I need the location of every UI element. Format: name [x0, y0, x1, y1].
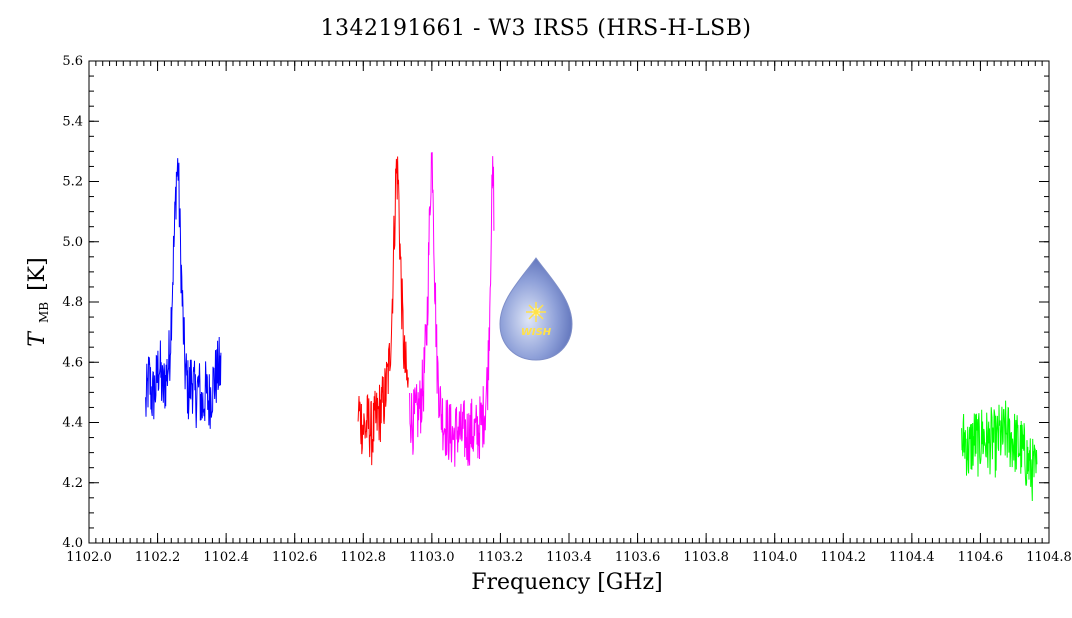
- svg-text:T MB [K]: T MB [K]: [25, 257, 54, 346]
- y-tick-label: 4.8: [62, 295, 83, 310]
- y-tick-label: 5.6: [62, 54, 83, 69]
- x-tick-label: 1104.2: [821, 550, 867, 565]
- y-tick-label: 5.2: [62, 175, 83, 190]
- logo-wordmark: WISH: [521, 327, 552, 338]
- axis-tick-labels: 1102.0 1102.2 1102.4 1102.6 1102.8 1103.0 1103…: [62, 54, 1071, 565]
- x-tick-label: 1104.0: [752, 550, 798, 565]
- y-tick-label: 4.2: [62, 476, 83, 491]
- series-4-line: [961, 400, 1038, 502]
- plot-frame: [88, 60, 1050, 544]
- x-tick-label: 1103.0: [409, 550, 455, 565]
- y-tick-label: 4.4: [62, 416, 83, 431]
- y-axis-symbol: T: [25, 330, 50, 347]
- series-3-line: [409, 152, 495, 467]
- x-tick-label: 1103.2: [478, 550, 524, 565]
- x-tick-label: 1102.0: [66, 550, 112, 565]
- y-axis-subscript: MB: [37, 302, 51, 323]
- y-tick-label: 4.0: [62, 536, 83, 551]
- x-tick-label: 1102.6: [272, 550, 318, 565]
- x-tick-label: 1102.2: [135, 550, 181, 565]
- x-tick-label: 1104.6: [958, 550, 1004, 565]
- y-tick-label: 5.0: [62, 235, 83, 250]
- series-1-line: [145, 158, 222, 429]
- y-tick-label: 5.4: [62, 114, 83, 129]
- x-tick-label: 1104.8: [1026, 550, 1072, 565]
- x-tick-label: 1103.6: [615, 550, 661, 565]
- star-icon: [526, 302, 546, 322]
- x-tick-label: 1102.8: [341, 550, 387, 565]
- series-layer: [145, 152, 1038, 502]
- x-tick-label: 1103.8: [683, 550, 729, 565]
- chart-title: 1342191661 - W3 IRS5 (HRS-H-LSB): [320, 16, 752, 41]
- axis-ticks: [88, 60, 1050, 544]
- series-2-line: [357, 156, 409, 466]
- y-axis-title: T MB [K]: [25, 257, 54, 346]
- x-tick-label: 1102.4: [203, 550, 249, 565]
- y-axis-unit: [K]: [25, 257, 50, 291]
- x-tick-label: 1104.4: [889, 550, 935, 565]
- x-axis-title: Frequency [GHz]: [471, 570, 663, 595]
- y-tick-label: 4.6: [62, 355, 83, 370]
- x-tick-label: 1103.4: [546, 550, 592, 565]
- wish-logo: WISH: [499, 257, 573, 361]
